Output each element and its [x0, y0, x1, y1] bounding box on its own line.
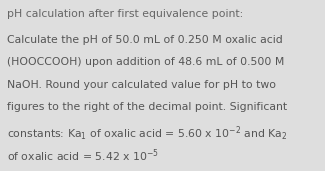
Text: (HOOCCOOH) upon addition of 48.6 mL of 0.500 M: (HOOCCOOH) upon addition of 48.6 mL of 0… [7, 57, 284, 67]
Text: figures to the right of the decimal point. Significant: figures to the right of the decimal poin… [7, 102, 287, 112]
Text: of oxalic acid = 5.42 x 10$^{-5}$: of oxalic acid = 5.42 x 10$^{-5}$ [7, 147, 159, 164]
Text: pH calculation after first equivalence point:: pH calculation after first equivalence p… [7, 9, 243, 19]
Text: NaOH. Round your calculated value for pH to two: NaOH. Round your calculated value for pH… [7, 80, 276, 90]
Text: constants: Ka$_1$ of oxalic acid = 5.60 x 10$^{-2}$ and Ka$_2$: constants: Ka$_1$ of oxalic acid = 5.60 … [7, 125, 288, 143]
Text: Calculate the pH of 50.0 mL of 0.250 M oxalic acid: Calculate the pH of 50.0 mL of 0.250 M o… [7, 35, 283, 45]
